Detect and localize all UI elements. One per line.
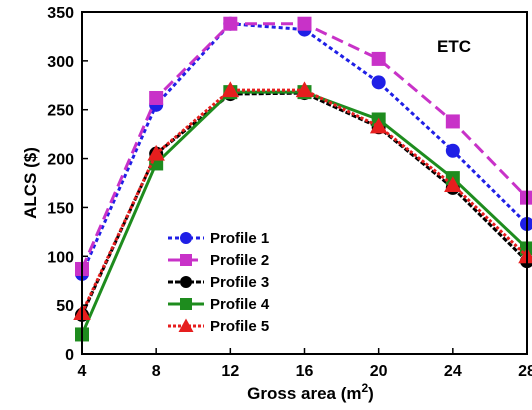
legend-entry: Profile 5 <box>168 318 269 335</box>
legend-entry: Profile 4 <box>168 296 270 313</box>
series-profile-4 <box>75 85 532 342</box>
series-layer <box>73 16 532 342</box>
x-axis-label-main: Gross area (m <box>247 384 361 403</box>
data-point <box>444 176 462 192</box>
data-point <box>221 81 240 98</box>
x-axis-label-superscript: 2 <box>361 381 368 395</box>
data-point <box>180 276 192 288</box>
x-tick-label: 28 <box>518 363 532 380</box>
y-tick-label: 350 <box>47 5 74 22</box>
data-point <box>178 318 194 332</box>
y-tick-label: 50 <box>56 298 74 315</box>
chart-annotation: ETC <box>437 37 471 56</box>
x-tick-label: 12 <box>221 363 239 380</box>
data-point <box>149 90 164 105</box>
data-point <box>518 247 532 264</box>
y-tick-label: 0 <box>65 347 74 364</box>
series-profile-2 <box>75 16 532 276</box>
axes-layer: 0 50 100 150 200 250 300 350 4 8 12 16 20 24 28 <box>47 5 532 380</box>
legend-entry: Profile 2 <box>168 252 269 269</box>
legend-entry: Profile 1 <box>168 230 269 247</box>
legend-label: Profile 3 <box>210 274 269 291</box>
series-profile-5 <box>73 81 532 320</box>
data-point <box>371 75 386 90</box>
legend-label: Profile 4 <box>210 296 270 313</box>
data-point <box>180 254 192 266</box>
legend-label: Profile 2 <box>210 252 269 269</box>
y-axis-label: ALCS ($) <box>21 147 40 219</box>
x-tick-label: 4 <box>78 363 87 380</box>
data-point <box>371 51 386 66</box>
data-point <box>180 298 192 310</box>
legend-entry: Profile 3 <box>168 274 269 291</box>
y-tick-label: 150 <box>47 200 74 217</box>
data-point <box>297 16 312 31</box>
data-point <box>445 114 460 129</box>
x-tick-label: 8 <box>152 363 161 380</box>
y-tick-label: 300 <box>47 54 74 71</box>
y-tick-label: 200 <box>47 152 74 169</box>
legend: Profile 1 Profile 2 Profile 3 Profile 4 Prof… <box>168 230 270 335</box>
data-point <box>180 232 192 244</box>
data-point <box>445 143 460 158</box>
data-point <box>147 144 165 161</box>
x-axis-label: Gross area (m2) <box>247 381 374 403</box>
x-tick-label: 24 <box>444 363 462 380</box>
x-tick-label: 20 <box>370 363 388 380</box>
data-point <box>295 81 314 98</box>
legend-label: Profile 1 <box>210 230 269 247</box>
series-line <box>80 22 529 270</box>
x-axis-label-close: ) <box>368 384 374 403</box>
series-line <box>80 22 529 275</box>
data-point <box>223 16 238 31</box>
data-point <box>369 117 388 134</box>
y-tick-label: 250 <box>47 103 74 120</box>
series-profile-3 <box>75 86 532 322</box>
series-line <box>80 91 529 316</box>
legend-label: Profile 5 <box>210 318 269 335</box>
y-tick-label: 100 <box>47 249 74 266</box>
x-tick-label: 16 <box>296 363 314 380</box>
series-profile-1 <box>75 16 532 281</box>
series-line <box>80 90 529 336</box>
